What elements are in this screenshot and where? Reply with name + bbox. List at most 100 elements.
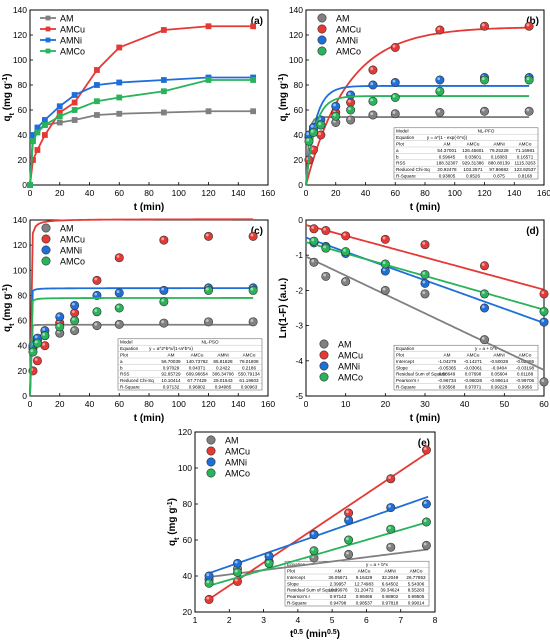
legend-label: AM <box>60 14 74 24</box>
fit-table-cell: -0.03061 <box>464 365 483 370</box>
fit-curve-AM <box>29 323 254 397</box>
data-point-highlight <box>205 233 209 237</box>
fit-table-cell: AM <box>444 142 451 147</box>
data-point-AMNi-6 <box>94 82 100 88</box>
fit-curve-AMNi <box>29 287 254 397</box>
panel-label: (c) <box>251 226 263 237</box>
fit-table-cell: R-Square <box>396 385 416 390</box>
legend-marker <box>206 446 216 456</box>
panel-d: 0 10 20 30 40 50 60 -5 -4 -3 -2 -1 0 t (min) Ln(1-F) (… <box>278 215 549 424</box>
fit-table-cell: y = a^2*b*x/(1+a*b*x) <box>149 346 193 351</box>
fit-table-cell: 31.20472 <box>354 588 374 593</box>
data-point-AMNi-6 <box>539 317 549 327</box>
fit-table-cell: y = a*(1 - exp(-b*x)) <box>427 135 468 140</box>
data-point-marker <box>420 289 430 299</box>
fit-table-cell: 0.07698 <box>465 372 482 377</box>
data-point-AMCu-5 <box>71 99 78 106</box>
fit-table-cell: AMCo <box>410 569 423 574</box>
data-point-highlight <box>382 287 386 291</box>
data-point-AMNi-7 <box>435 75 445 85</box>
legend-item-AMNi: AMNi <box>317 35 358 46</box>
data-point-highlight <box>422 291 426 295</box>
y-tick-label: 20 <box>18 366 28 376</box>
fit-table-cell: 0.58649 <box>439 372 456 377</box>
fit-table-cell: 103.2571 <box>463 167 483 172</box>
data-point-AMCo-0 <box>304 136 314 146</box>
series-AM <box>305 255 549 387</box>
x-tick-label: 0 <box>304 188 309 198</box>
data-point-marker <box>321 226 331 236</box>
data-point-highlight <box>392 94 396 98</box>
data-point-marker <box>386 542 396 552</box>
data-point-marker <box>346 105 356 115</box>
legend-label: AMCu <box>336 25 361 35</box>
data-point-highlight <box>266 553 270 557</box>
data-point-AMCo-8 <box>204 285 214 295</box>
data-point-marker <box>390 42 400 52</box>
y-tick-label: -5 <box>295 391 303 401</box>
series-AMCo <box>204 517 431 588</box>
data-point-highlight <box>388 504 391 508</box>
y-tick-label: 40 <box>18 341 28 351</box>
fit-table-cell: 0.9956 <box>518 385 532 390</box>
data-point-highlight <box>382 268 386 272</box>
data-point-highlight <box>348 117 351 121</box>
fit-table-cell: 0.93568 <box>439 385 456 390</box>
x-tick-label: 30 <box>420 399 430 409</box>
fit-table-cell: 2.39957 <box>330 581 347 586</box>
series-AMCu <box>305 224 549 299</box>
data-point-highlight <box>42 327 46 331</box>
data-point-AMCu-8 <box>204 231 214 241</box>
data-point-AMCo-7 <box>435 86 445 96</box>
legend-item-AMNi: AMNi <box>40 36 82 46</box>
data-point-marker <box>114 288 124 298</box>
data-point-marker <box>248 231 258 241</box>
data-point-marker <box>421 540 431 550</box>
data-point-AM-9 <box>248 317 258 327</box>
data-point-marker <box>309 530 319 540</box>
legend-item-AMCu: AMCu <box>40 25 85 35</box>
y-tick-label: 60 <box>18 105 28 115</box>
fit-curve-AMCo <box>305 95 530 186</box>
data-point-highlight <box>57 324 60 327</box>
x-tick-label: 120 <box>201 399 215 409</box>
legend-label: AMNi <box>60 36 82 46</box>
fit-table-cell: 39.34624 <box>380 588 400 593</box>
x-tick-label: 4 <box>295 615 300 625</box>
data-point-AM-0 <box>309 257 319 267</box>
data-point-AMCo-3 <box>380 259 390 269</box>
data-point-highlight <box>423 519 427 523</box>
x-tick-label: 60 <box>115 188 125 198</box>
x-axis-label: t (min) <box>134 202 165 213</box>
data-point-AMCo-0 <box>309 236 319 246</box>
data-point-highlight <box>34 340 38 344</box>
data-point-AMCu-2 <box>341 231 351 241</box>
fit-table-cell: AMCu <box>358 569 371 574</box>
data-point-AMCo-4 <box>420 270 430 280</box>
legend-marker <box>206 435 216 445</box>
data-point-highlight <box>323 227 327 231</box>
fit-table-cell: 8.55283 <box>408 588 425 593</box>
legend-marker <box>317 24 327 34</box>
data-point-highlight <box>388 476 391 479</box>
data-point-highlight <box>311 238 315 242</box>
data-point-marker <box>386 474 396 484</box>
data-point-marker <box>159 285 169 295</box>
data-point-AMCo-6 <box>94 98 100 105</box>
data-point-AMNi-8 <box>160 77 167 83</box>
fit-table-cell: Reduced Chi-Sq <box>120 378 154 383</box>
data-point-highlight <box>382 236 386 240</box>
data-point-AM-5 <box>386 542 396 552</box>
data-point-highlight <box>72 302 75 306</box>
x-tick-label: 40 <box>85 188 95 198</box>
legend-item-AMNi: AMNi <box>41 246 82 256</box>
fit-table-cell: 0.16571 <box>517 154 534 159</box>
data-point-AMCo-1 <box>308 128 318 138</box>
x-tick-label: 20 <box>55 399 65 409</box>
data-point-highlight <box>205 319 209 322</box>
data-point-AMCu-8 <box>160 27 167 33</box>
data-point-marker <box>479 106 489 116</box>
y-axis-label: Ln(1-F) (a.u.) <box>278 278 289 339</box>
data-point-AM-5 <box>368 110 378 120</box>
